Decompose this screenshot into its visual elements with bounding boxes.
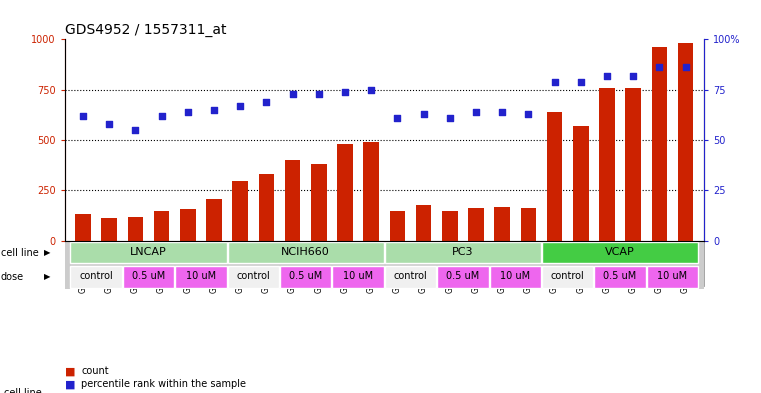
Bar: [280, 266, 331, 288]
Bar: [337, 144, 353, 241]
Bar: [573, 126, 589, 241]
Bar: [651, 47, 667, 241]
Bar: [416, 205, 431, 241]
Text: ▶: ▶: [44, 272, 51, 281]
Point: [103, 121, 116, 127]
Text: cell line: cell line: [4, 388, 42, 393]
Bar: [128, 217, 143, 241]
Bar: [101, 219, 117, 241]
Point: [313, 90, 325, 97]
Bar: [442, 211, 457, 241]
Text: 10 uM: 10 uM: [658, 271, 687, 281]
Point: [391, 115, 403, 121]
Bar: [228, 266, 279, 288]
Point: [129, 127, 142, 133]
Point: [522, 110, 534, 117]
Text: 10 uM: 10 uM: [186, 271, 216, 281]
Point: [208, 107, 220, 113]
Text: cell line: cell line: [1, 248, 39, 258]
Point: [470, 108, 482, 115]
Bar: [232, 181, 248, 241]
Point: [77, 113, 89, 119]
Bar: [489, 266, 541, 288]
Bar: [438, 266, 489, 288]
Bar: [385, 242, 541, 263]
Bar: [678, 43, 693, 241]
Text: GDS4952 / 1557311_at: GDS4952 / 1557311_at: [65, 23, 226, 37]
Point: [653, 64, 665, 71]
Point: [601, 72, 613, 79]
Bar: [123, 266, 174, 288]
Text: count: count: [81, 366, 109, 376]
Text: ■: ■: [65, 379, 75, 389]
Point: [365, 86, 377, 93]
Text: LNCAP: LNCAP: [130, 247, 167, 257]
Bar: [542, 266, 594, 288]
Bar: [333, 266, 384, 288]
Point: [260, 99, 272, 105]
Text: PC3: PC3: [452, 247, 473, 257]
Text: 0.5 uM: 0.5 uM: [289, 271, 323, 281]
Point: [444, 115, 456, 121]
Bar: [206, 199, 222, 241]
Text: VCAP: VCAP: [605, 247, 635, 257]
Text: control: control: [551, 271, 584, 281]
Text: ▶: ▶: [44, 248, 51, 257]
Point: [155, 113, 167, 119]
Point: [287, 90, 299, 97]
Bar: [468, 208, 484, 241]
Bar: [228, 242, 384, 263]
Text: ■: ■: [65, 366, 75, 376]
Text: control: control: [237, 271, 270, 281]
Point: [549, 79, 561, 85]
Point: [680, 64, 692, 71]
Bar: [75, 215, 91, 241]
Text: 10 uM: 10 uM: [500, 271, 530, 281]
Bar: [385, 266, 436, 288]
Point: [575, 79, 587, 85]
Text: 0.5 uM: 0.5 uM: [446, 271, 479, 281]
Text: NCIH660: NCIH660: [282, 247, 330, 257]
Point: [418, 110, 430, 117]
Text: control: control: [393, 271, 428, 281]
Point: [627, 72, 639, 79]
Bar: [626, 88, 641, 241]
Bar: [154, 211, 170, 241]
Bar: [311, 164, 326, 241]
Bar: [175, 266, 227, 288]
Text: 0.5 uM: 0.5 uM: [603, 271, 637, 281]
Bar: [285, 160, 301, 241]
Bar: [71, 242, 227, 263]
Bar: [647, 266, 698, 288]
Point: [234, 103, 247, 109]
Bar: [390, 211, 406, 241]
Text: dose: dose: [1, 272, 24, 282]
Bar: [495, 208, 510, 241]
Bar: [546, 112, 562, 241]
Point: [496, 108, 508, 115]
Text: 10 uM: 10 uM: [343, 271, 373, 281]
Bar: [521, 208, 537, 241]
Text: control: control: [79, 271, 113, 281]
Bar: [594, 266, 646, 288]
Bar: [599, 88, 615, 241]
Bar: [180, 209, 196, 241]
Bar: [71, 266, 122, 288]
Bar: [542, 242, 698, 263]
Point: [182, 108, 194, 115]
Bar: [259, 174, 274, 241]
Point: [339, 88, 351, 95]
Text: percentile rank within the sample: percentile rank within the sample: [81, 379, 247, 389]
Text: 0.5 uM: 0.5 uM: [132, 271, 165, 281]
Bar: [363, 142, 379, 241]
